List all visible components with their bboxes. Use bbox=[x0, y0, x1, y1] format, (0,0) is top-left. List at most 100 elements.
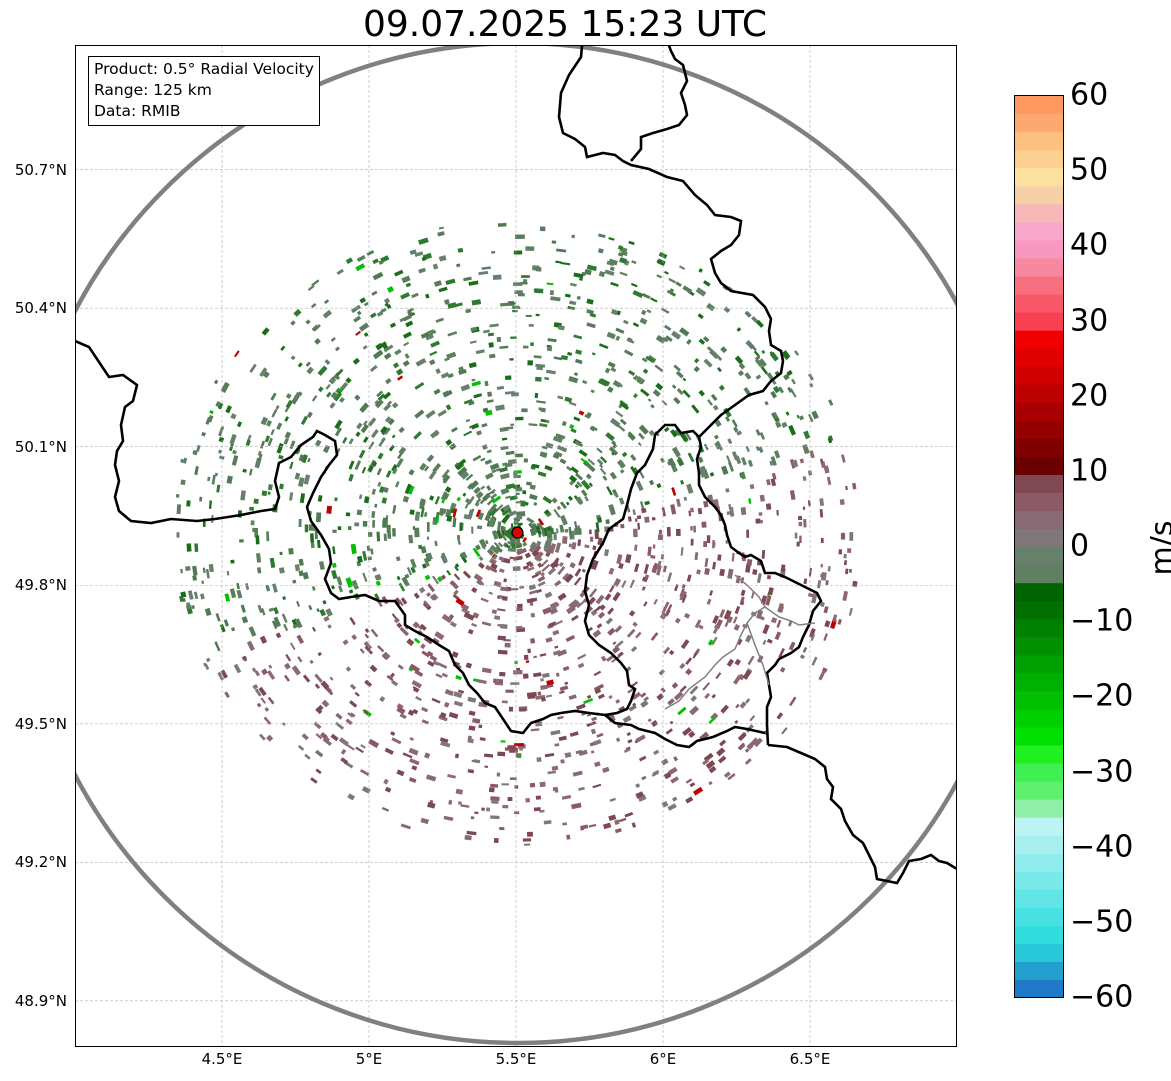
echo-cell bbox=[423, 557, 430, 567]
echo-cell bbox=[509, 358, 514, 361]
echo-cell bbox=[247, 434, 252, 442]
echo-cell bbox=[573, 521, 579, 532]
echo-cell bbox=[712, 561, 717, 570]
echo-cell bbox=[607, 386, 614, 393]
echo-cell bbox=[630, 466, 638, 476]
echo-cell bbox=[594, 761, 601, 768]
echo-cell bbox=[609, 797, 616, 802]
echo-cell bbox=[232, 449, 237, 455]
echo-cell bbox=[514, 811, 520, 815]
echo-cell bbox=[218, 425, 225, 437]
echo-cell bbox=[175, 493, 180, 498]
echo-cell bbox=[192, 575, 198, 581]
echo-cell bbox=[483, 753, 494, 758]
echo-cell bbox=[559, 524, 565, 533]
echo-cell bbox=[409, 249, 417, 256]
echo-cell bbox=[809, 450, 815, 459]
echo-cell bbox=[733, 623, 740, 631]
echo-cell bbox=[616, 554, 623, 565]
echo-cell bbox=[602, 822, 612, 830]
echo-cell bbox=[635, 791, 644, 799]
echo-cell bbox=[498, 594, 503, 600]
colorbar-segment bbox=[1014, 257, 1064, 277]
echo-cell bbox=[709, 590, 714, 596]
echo-cell bbox=[500, 507, 506, 514]
echo-cell bbox=[525, 660, 530, 663]
echo-cell bbox=[708, 716, 717, 724]
echo-cell bbox=[553, 532, 557, 541]
echo-cell bbox=[798, 521, 803, 527]
echo-cell bbox=[465, 308, 472, 314]
echo-cell bbox=[497, 542, 504, 548]
echo-cell bbox=[308, 524, 314, 531]
colorbar-segment bbox=[1014, 853, 1064, 872]
echo-cell bbox=[847, 548, 852, 554]
echo-cell bbox=[382, 391, 392, 400]
echo-cell bbox=[633, 393, 638, 399]
echo-cell bbox=[471, 586, 478, 594]
echo-cell bbox=[505, 450, 515, 456]
colorbar-tick-label: 0 bbox=[1070, 528, 1090, 564]
echo-cell bbox=[301, 733, 309, 741]
echo-cell bbox=[566, 834, 571, 840]
echo-cell bbox=[217, 671, 225, 681]
echo-cell bbox=[633, 528, 638, 538]
echo-cell bbox=[452, 508, 458, 518]
echo-cell bbox=[497, 635, 506, 641]
colorbar-tick-label: 40 bbox=[1070, 227, 1109, 263]
echo-cell bbox=[727, 438, 733, 445]
echo-cell bbox=[445, 439, 453, 446]
echo-cell bbox=[646, 309, 652, 314]
echo-cell bbox=[359, 402, 370, 413]
echo-cell bbox=[817, 580, 822, 589]
echo-cell bbox=[209, 409, 214, 415]
echo-cell bbox=[540, 572, 545, 577]
echo-cell bbox=[480, 457, 486, 462]
echo-cell bbox=[191, 604, 195, 610]
echo-cell bbox=[574, 483, 580, 489]
echo-cell bbox=[438, 226, 444, 230]
echo-cell bbox=[491, 469, 496, 474]
echo-cell bbox=[673, 756, 679, 762]
echo-cell bbox=[599, 463, 604, 469]
echo-cell bbox=[656, 483, 662, 489]
echo-cell bbox=[548, 621, 557, 628]
echo-cell bbox=[802, 646, 808, 653]
echo-cell bbox=[283, 623, 289, 632]
echo-cell bbox=[249, 468, 253, 476]
echo-cell bbox=[661, 608, 667, 614]
echo-cell bbox=[726, 511, 732, 515]
echo-cell bbox=[544, 591, 553, 599]
echo-cell bbox=[706, 346, 716, 355]
echo-cell bbox=[479, 737, 486, 741]
echo-cell bbox=[526, 691, 537, 698]
echo-cell bbox=[643, 601, 648, 607]
echo-cell bbox=[676, 457, 685, 467]
echo-cell bbox=[613, 577, 621, 588]
echo-cell bbox=[384, 747, 394, 755]
echo-cell bbox=[689, 685, 699, 695]
echo-cell bbox=[380, 425, 388, 435]
echo-cell bbox=[744, 748, 750, 753]
echo-cell bbox=[364, 628, 370, 633]
echo-cell bbox=[569, 731, 579, 737]
echo-cell bbox=[573, 416, 581, 422]
echo-cell bbox=[647, 398, 652, 402]
echo-cell bbox=[275, 405, 280, 410]
echo-cell bbox=[644, 574, 650, 581]
echo-cell bbox=[249, 506, 255, 511]
echo-cell bbox=[693, 365, 700, 373]
echo-cell bbox=[318, 560, 325, 571]
echo-cell bbox=[789, 388, 797, 398]
echo-cell bbox=[499, 345, 509, 349]
echo-cell bbox=[267, 696, 275, 705]
info-product: Product: 0.5° Radial Velocity bbox=[94, 60, 314, 78]
echo-cell bbox=[438, 507, 445, 516]
echo-cell bbox=[215, 401, 222, 408]
echo-cell bbox=[565, 552, 572, 559]
echo-cell bbox=[848, 607, 853, 616]
echo-cell bbox=[296, 634, 305, 645]
echo-cell bbox=[562, 536, 568, 544]
echo-cell bbox=[464, 834, 472, 841]
echo-cell bbox=[514, 290, 523, 295]
